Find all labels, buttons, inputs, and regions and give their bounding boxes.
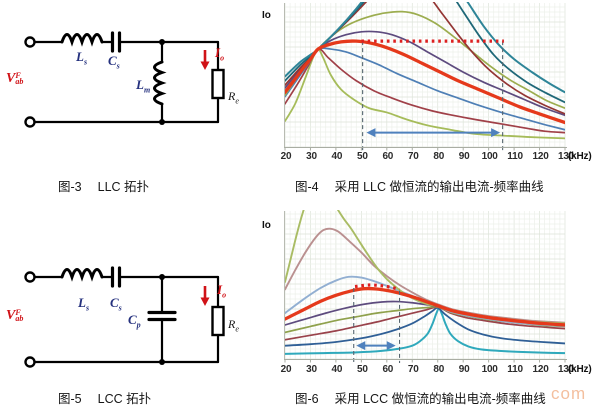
magnetizing-inductor-label: Lm: [136, 77, 151, 95]
dotted-target-current-line: [354, 283, 400, 291]
series-capacitor-label: Cs: [110, 295, 122, 313]
x-tick-label: 120: [532, 151, 549, 162]
magnetizing-inductor-symbol: [153, 60, 167, 106]
figure3-caption: 图-3 LLC 拓扑: [58, 180, 150, 194]
input-terminal: [24, 271, 36, 283]
frequency-range-arrow: [356, 341, 396, 351]
x-tick-label: 70: [407, 151, 419, 162]
series-inductor-symbol: [60, 268, 104, 282]
output-current-label: Io: [215, 45, 225, 63]
x-tick-label: 80: [433, 364, 445, 375]
input-terminal: [24, 356, 36, 368]
junction-dot: [159, 274, 165, 280]
x-axis-unit-label: (kHz): [568, 364, 592, 375]
x-tick-label: 60: [382, 364, 394, 375]
x-tick-label: 120: [532, 364, 549, 375]
figure5-caption: 图-5 LCC 拓扑: [58, 392, 152, 406]
series-inductor-symbol: [60, 33, 104, 47]
figure6-caption: 图-6 采用 LCC 做恒流的输出电流-频率曲线: [295, 392, 546, 406]
curve-load-7-rosy-brown: [285, 227, 565, 324]
input-terminal: [24, 116, 36, 128]
x-tick-label: 90: [458, 364, 470, 375]
x-tick-label: 60: [382, 151, 394, 162]
x-tick-label: 20: [280, 364, 292, 375]
load-resistor-label: Re: [228, 317, 239, 334]
x-tick-label: 20: [280, 151, 292, 162]
llc-circuit-diagram: [24, 31, 225, 128]
parallel-capacitor-label: Cp: [128, 312, 141, 330]
lcc-output-current-chart: [284, 210, 567, 363]
x-axis: [284, 211, 567, 363]
x-tick-label: 50: [356, 364, 368, 375]
frequency-range-arrow: [366, 128, 501, 138]
llc-output-current-chart: [284, 2, 567, 151]
output-current-arrow: [200, 50, 210, 70]
curve-load-3-maroon: [285, 306, 565, 341]
junction-dot: [159, 359, 165, 365]
x-axis-unit-label: (kHz): [568, 151, 592, 162]
x-tick-label: 30: [306, 364, 317, 375]
chart-curves: [285, 210, 565, 355]
series-capacitor-label: Cs: [108, 53, 120, 71]
x-tick-label: 110: [507, 364, 523, 375]
output-current-arrow: [200, 286, 210, 306]
series-inductor-label: Ls: [78, 295, 90, 313]
load-resistor-label: Re: [228, 89, 239, 106]
input-terminal: [24, 36, 36, 48]
junction-dot: [159, 119, 165, 125]
llc-wires: [33, 31, 225, 124]
y-axis-label: Io: [262, 10, 271, 21]
curve-load-2-dark-blue: [285, 306, 565, 347]
curve-design-curve-red: [285, 39, 565, 125]
x-tick-label: 90: [458, 151, 470, 162]
lcc-circuit-diagram: [24, 266, 225, 368]
output-current-label: Io: [217, 282, 227, 300]
x-tick-label: 40: [331, 364, 343, 375]
x-tick-label: 50: [356, 151, 368, 162]
lcc-x-axis-ticks: 20 30 40 50 60 70 80 90 100 110 120 130 (kHz): [281, 364, 597, 378]
x-tick-label: 100: [481, 364, 498, 375]
x-tick-label: 130: [557, 151, 575, 162]
x-tick-label: 40: [331, 151, 343, 162]
load-resistor-symbol: [211, 305, 225, 337]
site-watermark: com: [551, 384, 587, 403]
x-tick-label: 30: [306, 151, 317, 162]
curve-design-curve-red: [285, 286, 565, 327]
curve-load-8-light-olive: [285, 210, 565, 325]
figure4-caption: 图-4 采用 LLC 做恒流的输出电流-频率曲线: [295, 180, 544, 194]
x-tick-label: 100: [481, 151, 498, 162]
chart-grid: [284, 211, 566, 360]
curve-load-3-steel-blue: [285, 47, 565, 131]
junction-dot: [159, 39, 165, 45]
load-resistor-symbol: [211, 68, 225, 100]
y-axis-label: Io: [262, 220, 271, 231]
x-tick-label: 130: [557, 364, 575, 375]
x-tick-label: 70: [407, 364, 419, 375]
x-tick-label: 80: [433, 151, 445, 162]
series-inductor-label: Ls: [76, 49, 88, 67]
chart-curves: [285, 2, 565, 140]
llc-x-axis-ticks: 20 30 40 50 60 70 80 90 100 110 120 130 (kHz): [281, 151, 597, 165]
x-tick-label: 110: [507, 151, 523, 162]
x-axis: [284, 3, 567, 151]
curve-load-2-maroon: [285, 48, 565, 134]
lcc-wires: [33, 266, 225, 364]
